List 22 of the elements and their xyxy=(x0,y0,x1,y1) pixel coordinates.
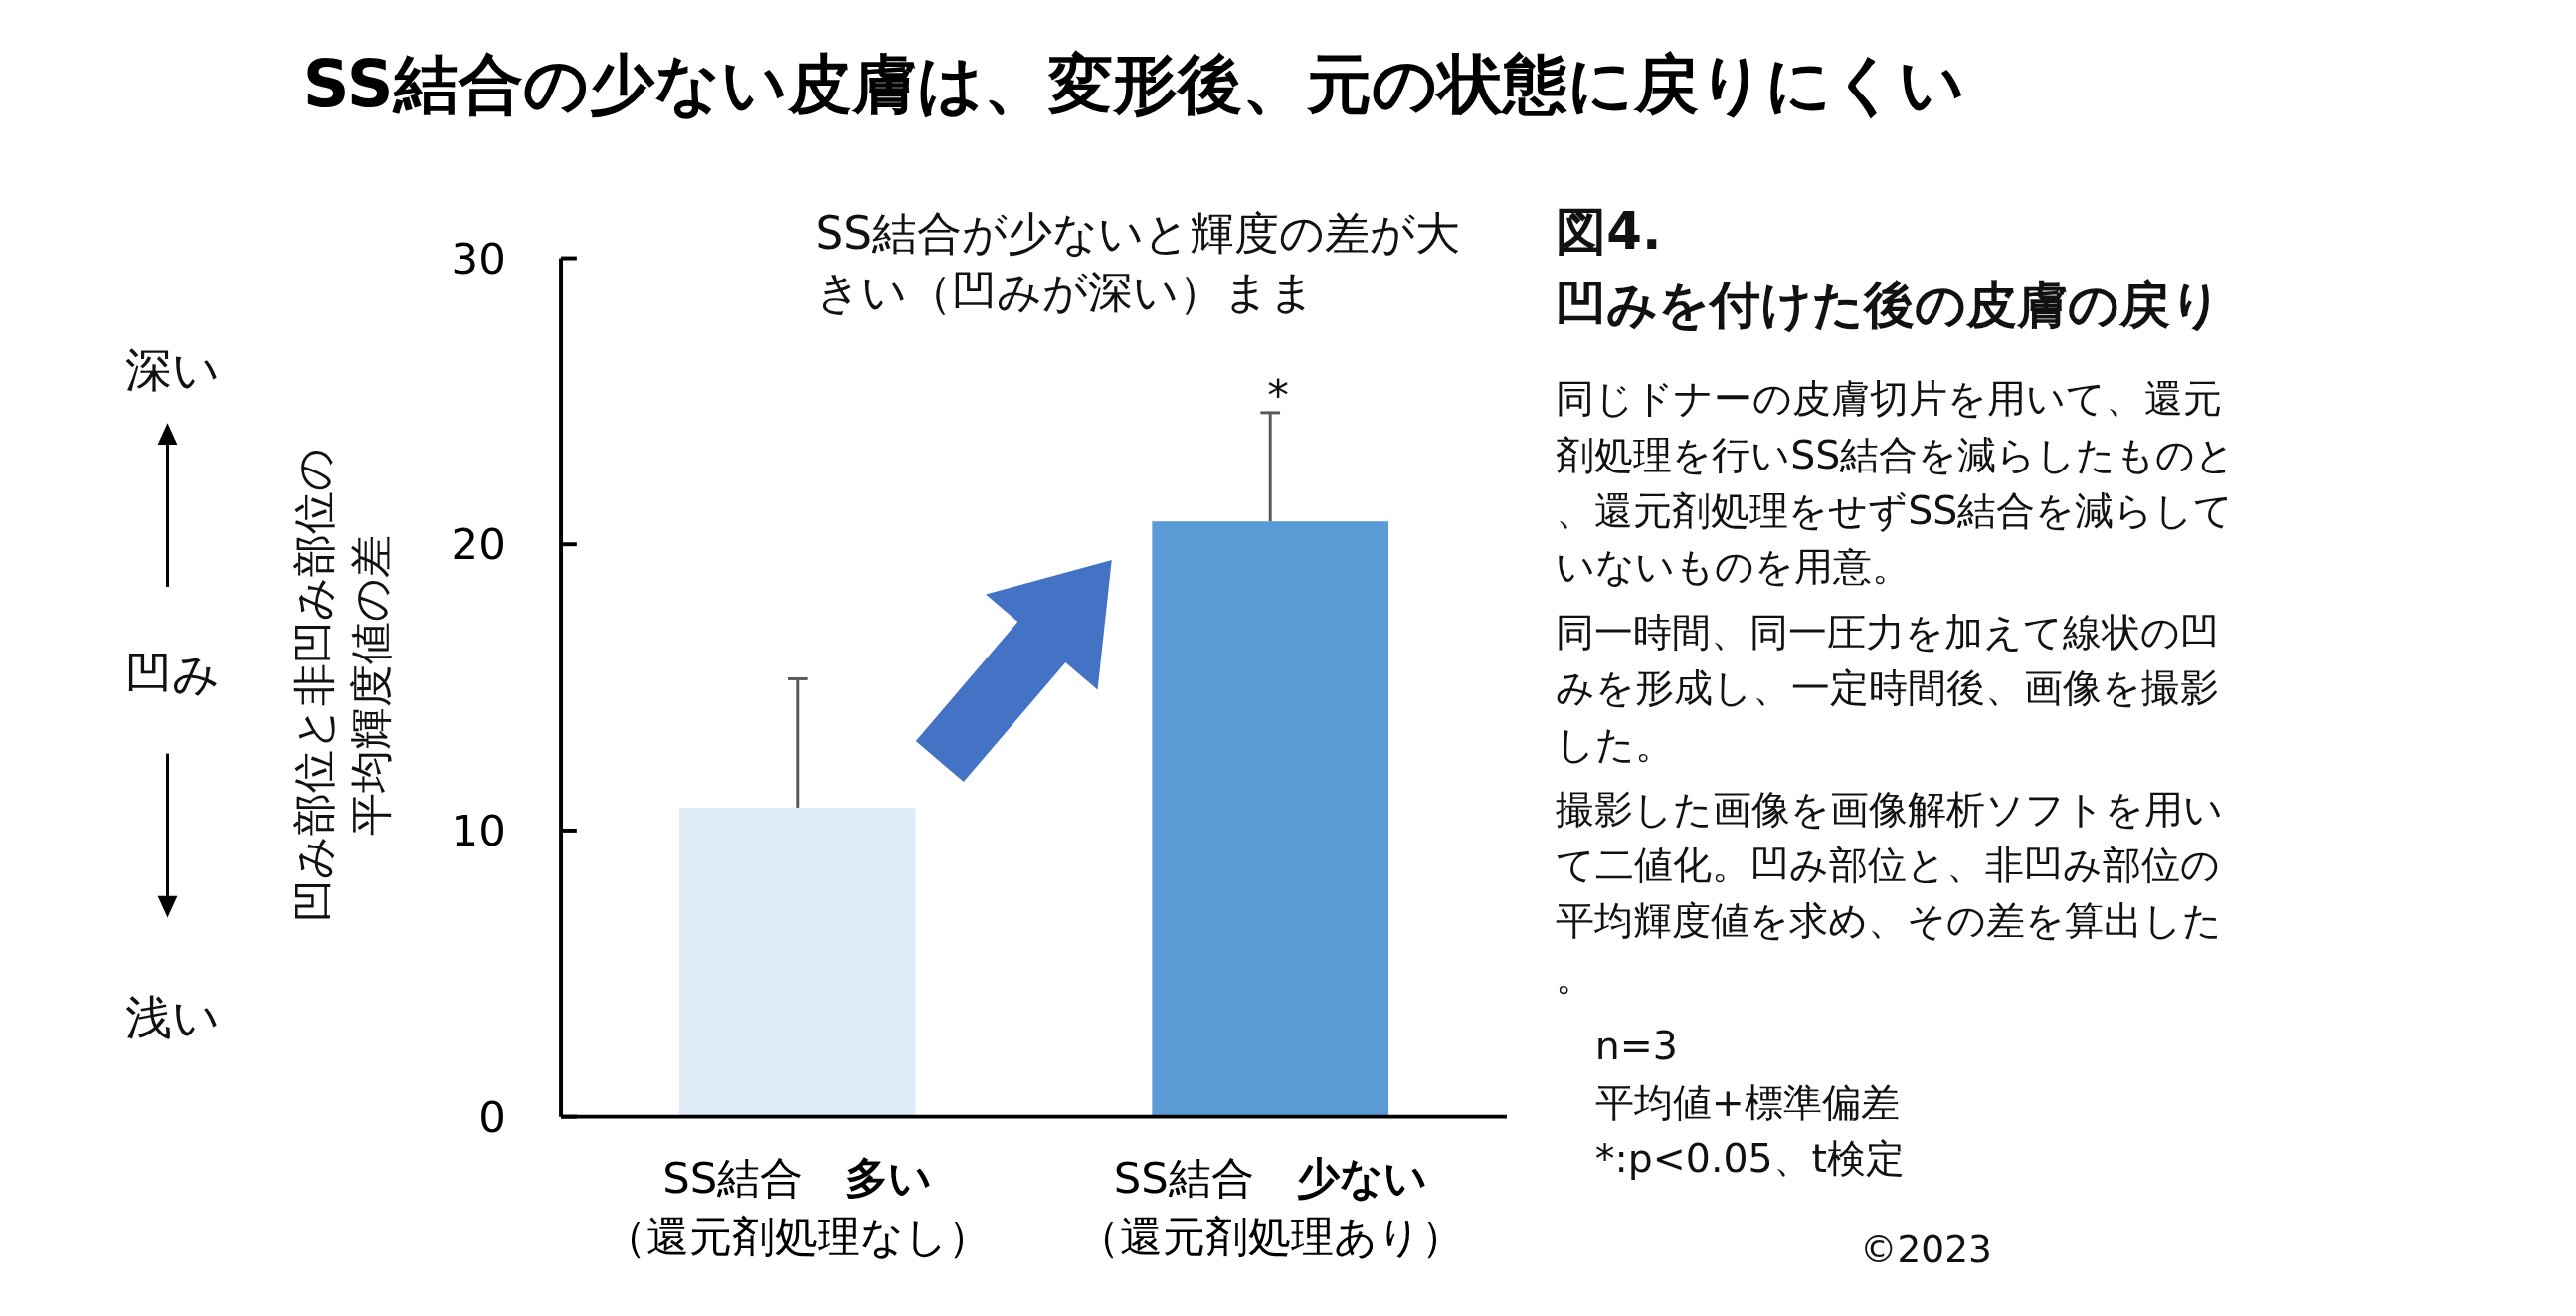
y-tick-label: 20 xyxy=(451,519,506,570)
annotation: * xyxy=(1267,370,1289,421)
x-tick-label: SS結合 多い（還元剤処理なし） xyxy=(604,1152,992,1261)
text: 撮影した画像を画像解析ソフトを用いて二値化。凹み部位と、非凹み部位の平均輝度値を求め、その差を算出した。 xyxy=(1556,785,2224,1000)
text: 深い xyxy=(124,341,220,397)
text: 浅い xyxy=(124,989,220,1044)
x-tick-label: SS結合 少ない（還元剤処理あり） xyxy=(1076,1152,1464,1261)
y-tick-label: 0 xyxy=(478,1091,506,1142)
text: n=3 xyxy=(1594,1023,1678,1069)
y-tick-label: 10 xyxy=(451,806,506,856)
chart-title: SS結合の少ない皮膚は、変形後、元の状態に戻りにくい xyxy=(302,46,1965,121)
annotation: SS結合が少ないと輝度の差が大きい（凹みが深い）まま xyxy=(815,206,1461,318)
y-axis-title: 凹み部位と非凹み部位の平均輝度値の差 xyxy=(289,448,397,923)
text: ©2023 xyxy=(1860,1226,1992,1271)
y-tick-label: 30 xyxy=(451,233,506,283)
text: *:p<0.05、t検定 xyxy=(1594,1134,1906,1181)
text: 同じドナーの皮膚切片を用いて、還元剤処理を行いSS結合を減らしたものと、還元剤処理をせずSS結合を減らしていないものを用意。 xyxy=(1556,375,2236,590)
caption: 図4. xyxy=(1556,200,1662,261)
text: 凹み xyxy=(124,646,220,701)
text: 同一時間、同一圧力を加えて線状の凹みを形成し、一定時間後、画像を撮影した。 xyxy=(1556,609,2220,767)
text: 凹みを付けた後の皮膚の戻り xyxy=(1556,274,2223,334)
text: 平均値+標準偏差 xyxy=(1594,1078,1900,1125)
